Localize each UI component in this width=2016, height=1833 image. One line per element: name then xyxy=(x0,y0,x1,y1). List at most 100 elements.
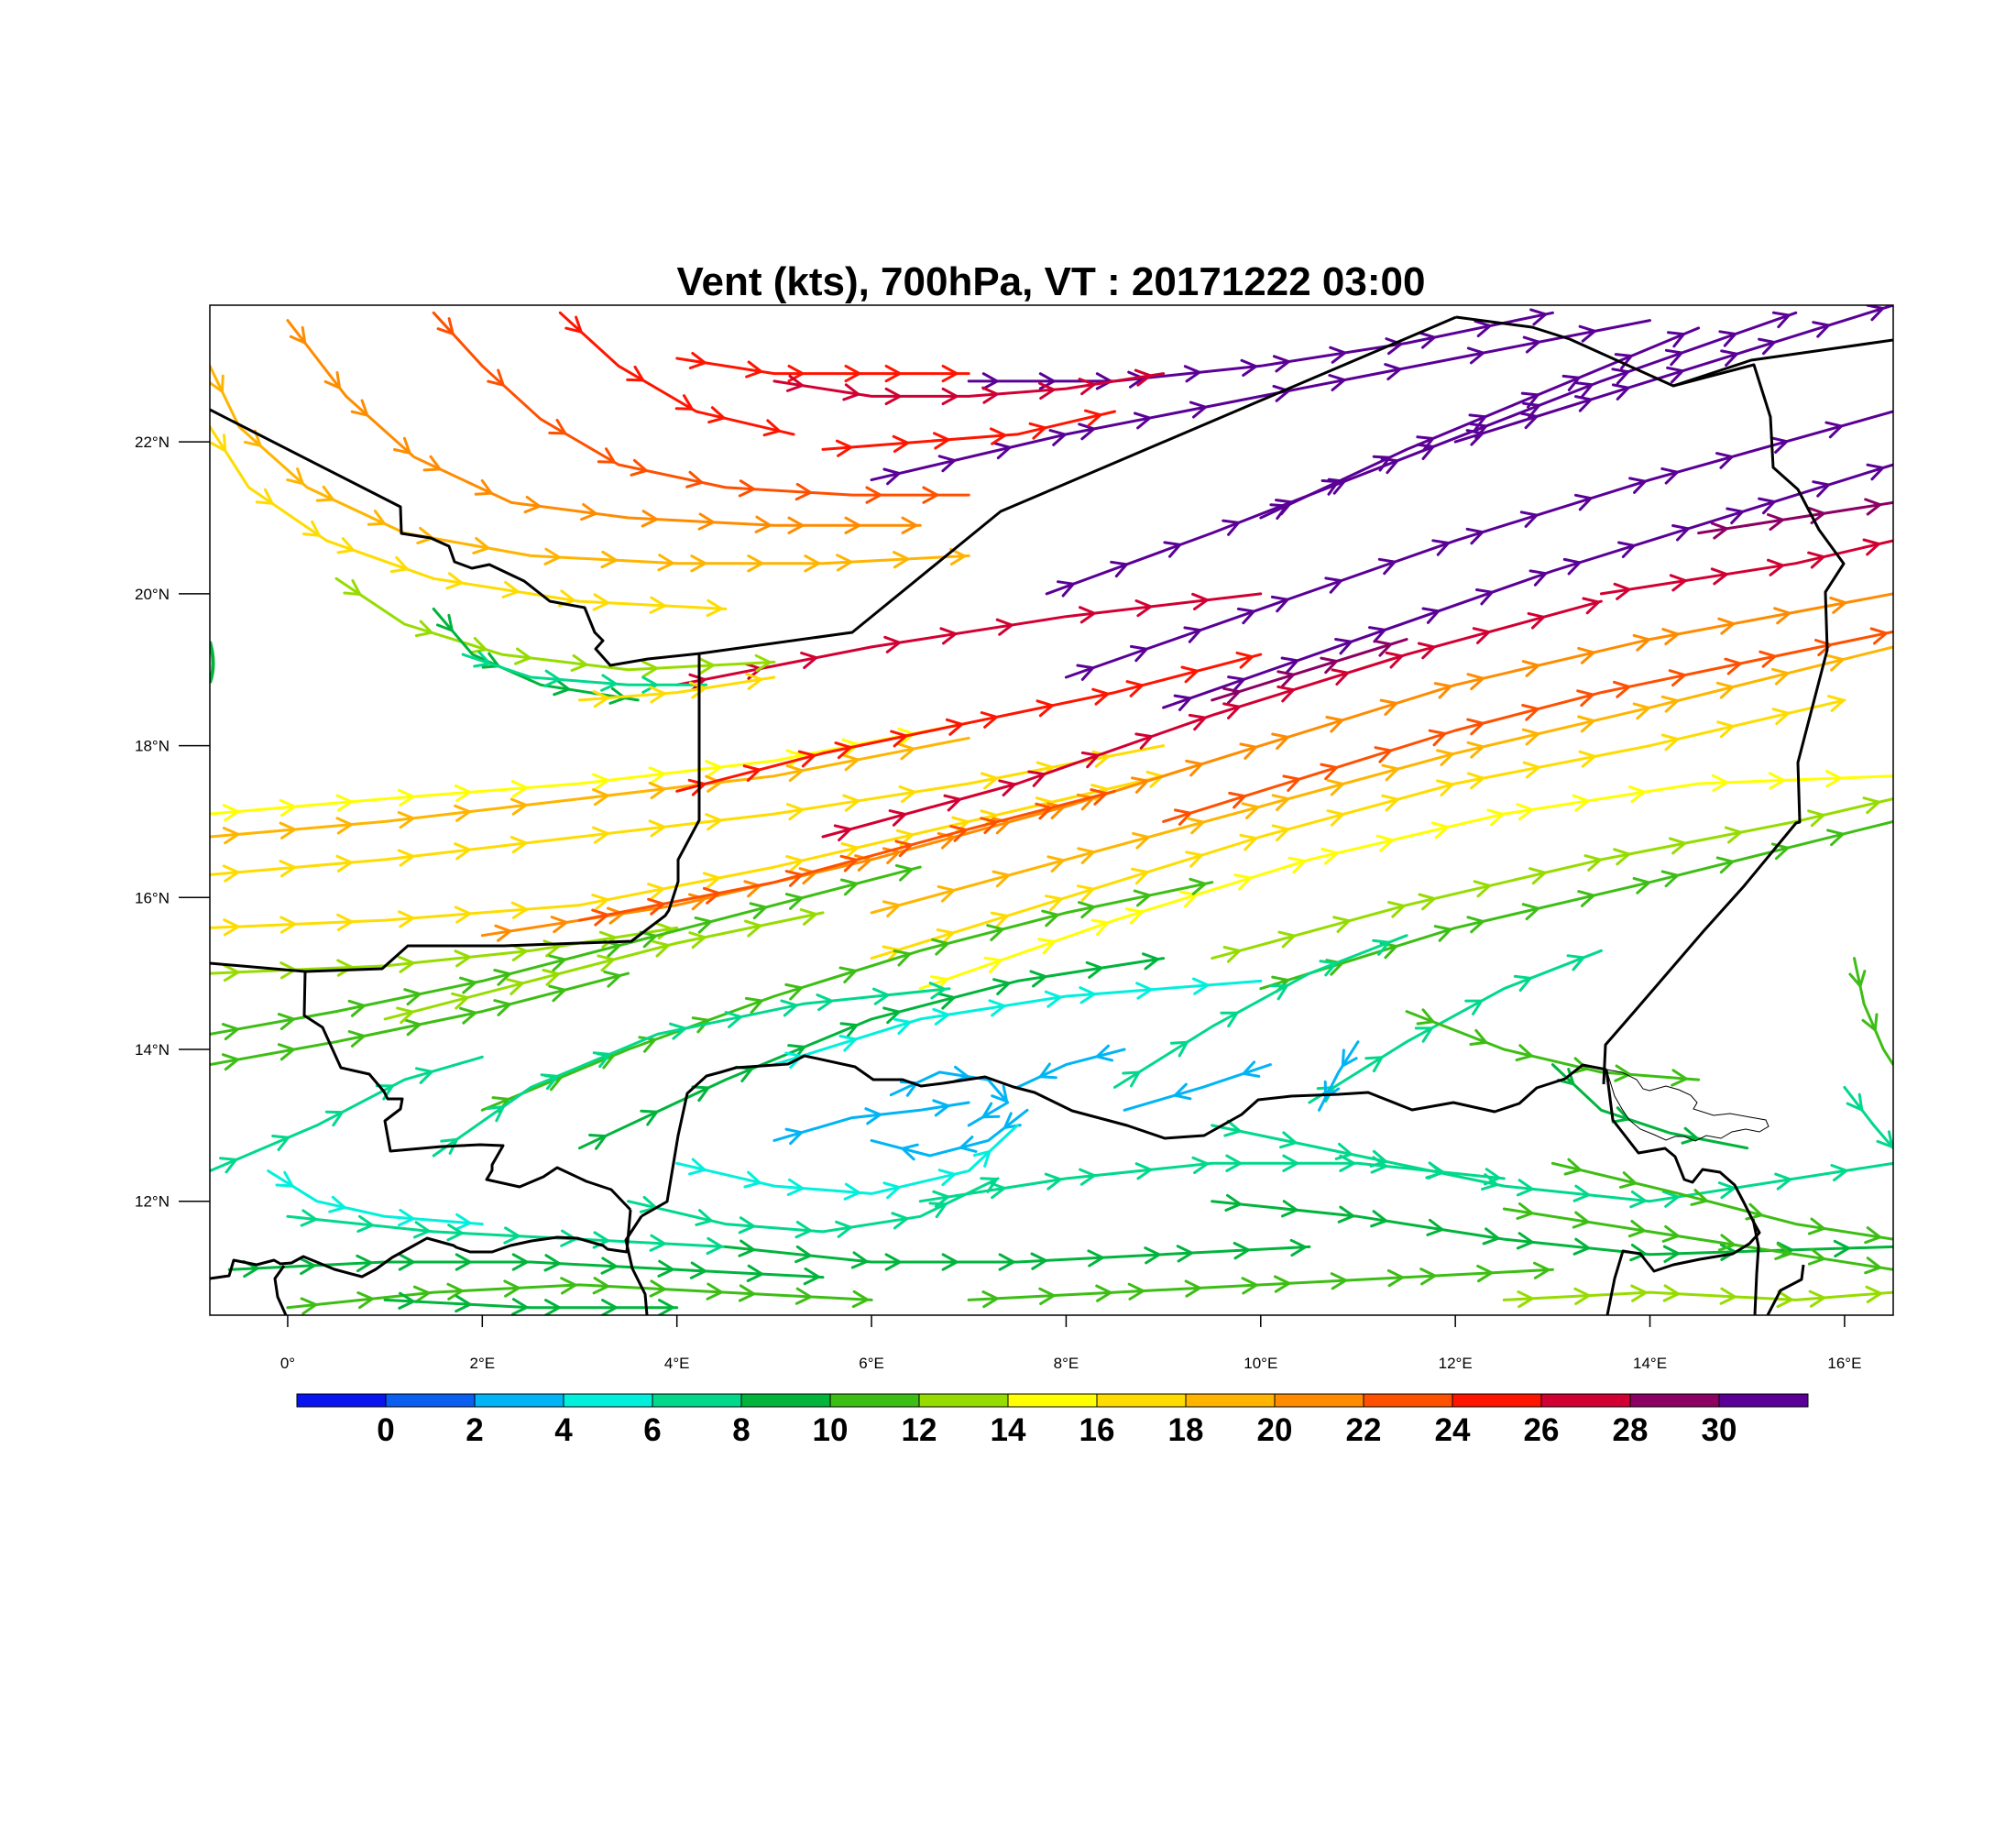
streamline-arrowhead xyxy=(1578,324,1596,343)
streamline-arrowhead xyxy=(1325,716,1344,733)
streamline-arrowhead xyxy=(367,510,386,526)
streamline-arrowhead xyxy=(893,1017,912,1036)
streamline-arrowhead xyxy=(1375,834,1394,852)
streamline-arrowhead xyxy=(1660,466,1679,485)
streamline-arrowhead xyxy=(1370,1210,1388,1228)
streamline-arrowhead xyxy=(1276,685,1295,703)
streamline-arrowhead xyxy=(455,1294,472,1313)
streamline-arrowhead xyxy=(1814,639,1833,656)
streamline-0 xyxy=(1045,311,1798,598)
streamline-arrowhead xyxy=(890,730,908,748)
streamline-arrowhead xyxy=(884,387,902,406)
colorbar-label: 22 xyxy=(1346,1412,1382,1448)
streamline-arrowhead xyxy=(1466,346,1485,365)
streamline-arrowhead xyxy=(1572,1237,1591,1256)
streamline-21 xyxy=(461,651,707,694)
colorbar-swatch xyxy=(652,1394,742,1407)
streamline-arrowhead xyxy=(1242,1060,1261,1078)
streamline-arrowhead xyxy=(393,436,411,455)
lon-tick-label: 14°E xyxy=(1633,1355,1667,1372)
streamline-arrowhead xyxy=(989,427,1007,445)
streamline-arrowhead xyxy=(1227,675,1245,693)
streamline-arrowhead xyxy=(1574,381,1594,399)
streamline-arrowhead xyxy=(1758,497,1776,515)
streamline-arrowhead xyxy=(1233,1242,1250,1260)
streamline-arrowhead xyxy=(510,901,529,919)
streamline-arrowhead xyxy=(1035,699,1054,718)
streamline-arrowhead xyxy=(1807,1217,1825,1235)
streamline-37 xyxy=(210,970,630,1071)
streamline-arrowhead xyxy=(1627,1220,1646,1238)
streamline-arrowhead xyxy=(1320,763,1338,781)
streamline-arrowhead xyxy=(1134,599,1153,618)
streamline-15 xyxy=(558,311,795,437)
streamline-arrowhead xyxy=(1866,305,1885,322)
streamline-arrowhead xyxy=(221,1053,239,1071)
streamline-arrowhead xyxy=(641,660,659,678)
streamline-arrowhead xyxy=(844,364,861,383)
streamline-arrowhead xyxy=(1436,779,1454,797)
streamline-arrowhead xyxy=(1563,1158,1582,1176)
streamline-arrowhead xyxy=(1572,1211,1590,1229)
streamline-arrowhead xyxy=(223,918,240,937)
streamline-arrowhead xyxy=(1222,519,1241,536)
streamline-43 xyxy=(432,982,951,1158)
streamline-arrowhead xyxy=(1134,412,1152,430)
streamline-arrowhead xyxy=(937,884,956,903)
streamline-arrowhead xyxy=(839,878,859,896)
colorbar-swatch xyxy=(919,1394,1009,1407)
streamline-arrowhead xyxy=(600,674,618,692)
streamline-arrowhead xyxy=(1331,668,1350,686)
streamline-arrowhead xyxy=(707,406,726,424)
streamline-arrowhead xyxy=(1572,794,1590,812)
streamline-arrowhead xyxy=(688,1158,707,1176)
streamline-arrowhead xyxy=(706,598,723,618)
streamline-arrowhead xyxy=(786,1178,805,1196)
streamline-arrowhead xyxy=(928,982,947,1000)
streamline-arrowhead xyxy=(255,488,274,505)
streamline-arrowhead xyxy=(888,809,907,827)
streamline-arrowhead xyxy=(697,657,715,675)
streamline-arrowhead xyxy=(652,939,670,958)
streamline-arrowhead xyxy=(1824,421,1843,439)
streamline-arrowhead xyxy=(1724,826,1743,844)
streamline-arrowhead xyxy=(980,711,999,729)
streamline-arrowhead xyxy=(550,916,568,934)
streamline-arrowhead xyxy=(785,764,804,783)
streamline-arrowhead xyxy=(542,939,561,958)
lat-tick-label: 18°N xyxy=(135,738,170,755)
streamline-arrowhead xyxy=(1030,1252,1047,1270)
streamline-arrowhead xyxy=(1269,503,1288,521)
streamline-arrowhead xyxy=(854,854,872,872)
streamline-arrowhead xyxy=(835,439,853,457)
streamline-arrowhead xyxy=(1661,1190,1680,1208)
streamline-arrowhead xyxy=(1225,1154,1243,1172)
streamline-arrowhead xyxy=(980,809,998,828)
streamline-arrowhead xyxy=(222,804,240,822)
streamline-arrowhead xyxy=(398,1208,415,1227)
streamline-arrowhead xyxy=(649,686,666,704)
streamline-arrowhead xyxy=(1379,698,1398,717)
streamline-arrowhead xyxy=(838,966,858,983)
streamline-arrowhead xyxy=(640,1109,659,1126)
streamline-arrowhead xyxy=(1433,682,1452,699)
streamline-arrowhead xyxy=(1662,1245,1680,1263)
streamline-arrowhead xyxy=(454,804,471,822)
streamline-arrowhead xyxy=(922,486,939,504)
streamline-arrowhead xyxy=(440,1137,459,1155)
streamline-arrowhead xyxy=(459,1006,477,1025)
streamline-arrowhead xyxy=(1414,1026,1433,1043)
streamline-arrowhead xyxy=(1027,770,1046,787)
streamline-7 xyxy=(675,592,1263,691)
streamline-34 xyxy=(918,769,1893,993)
streamline-arrowhead xyxy=(1381,763,1399,782)
streamline-arrowhead xyxy=(742,764,761,782)
streamline-arrowhead xyxy=(1076,664,1095,681)
streamline-arrowhead xyxy=(1661,1224,1680,1243)
streamline-arrowhead xyxy=(1189,401,1208,419)
streamline-arrowhead xyxy=(243,429,262,447)
streamline-arrowhead xyxy=(981,372,999,390)
streamline-arrowhead xyxy=(356,1254,373,1273)
streamline-arrowhead xyxy=(1830,1164,1848,1182)
streamline-arrowhead xyxy=(1272,355,1290,373)
